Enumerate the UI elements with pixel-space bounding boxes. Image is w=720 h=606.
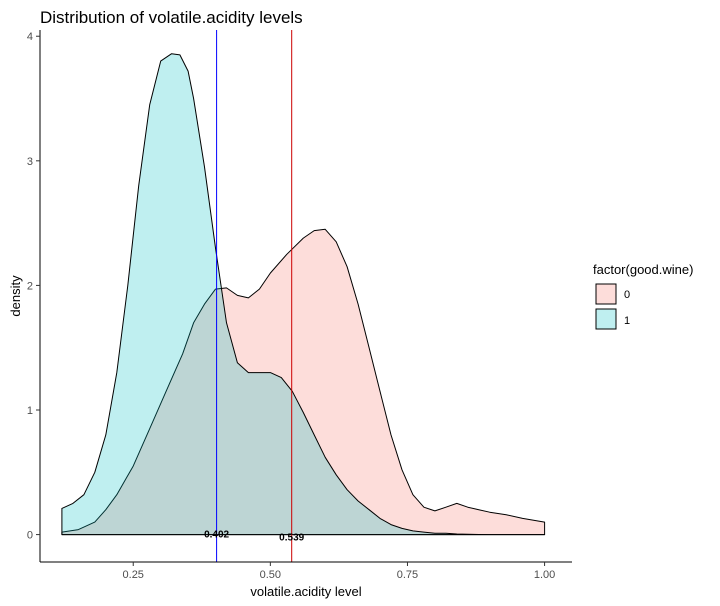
density-area-1 — [61, 53, 546, 536]
legend-key-1 — [595, 308, 617, 330]
legend-label-0: 0 — [624, 289, 630, 301]
x-tick-label: 1.00 — [534, 569, 555, 581]
y-tick-label: 0 — [27, 530, 33, 542]
y-axis-title: density — [8, 275, 23, 317]
y-axis-ticks: 0 1 2 3 4 — [27, 31, 40, 542]
reference-label-2: 0.539 — [279, 533, 304, 544]
y-tick-label: 3 — [27, 156, 33, 168]
y-tick-label: 2 — [27, 280, 33, 292]
reference-label-1: 0.402 — [204, 530, 229, 541]
density-area-0 — [61, 228, 546, 536]
y-tick-label: 4 — [27, 31, 33, 43]
x-axis-title: volatile.acidity level — [250, 584, 361, 599]
x-tick-label: 0.25 — [123, 569, 144, 581]
chart-title: Distribution of volatile.acidity levels — [40, 8, 303, 27]
legend: factor(good.wine) 0 1 — [593, 262, 693, 330]
legend-title: factor(good.wine) — [593, 262, 693, 277]
legend-label-1: 1 — [624, 315, 630, 327]
y-tick-label: 1 — [27, 405, 33, 417]
x-tick-label: 0.75 — [397, 569, 418, 581]
x-tick-label: 0.50 — [260, 569, 281, 581]
legend-key-0 — [595, 283, 617, 305]
plot-area: 0.402 0.539 — [61, 30, 546, 562]
x-axis-ticks: 0.25 0.50 0.75 1.00 — [123, 562, 555, 581]
